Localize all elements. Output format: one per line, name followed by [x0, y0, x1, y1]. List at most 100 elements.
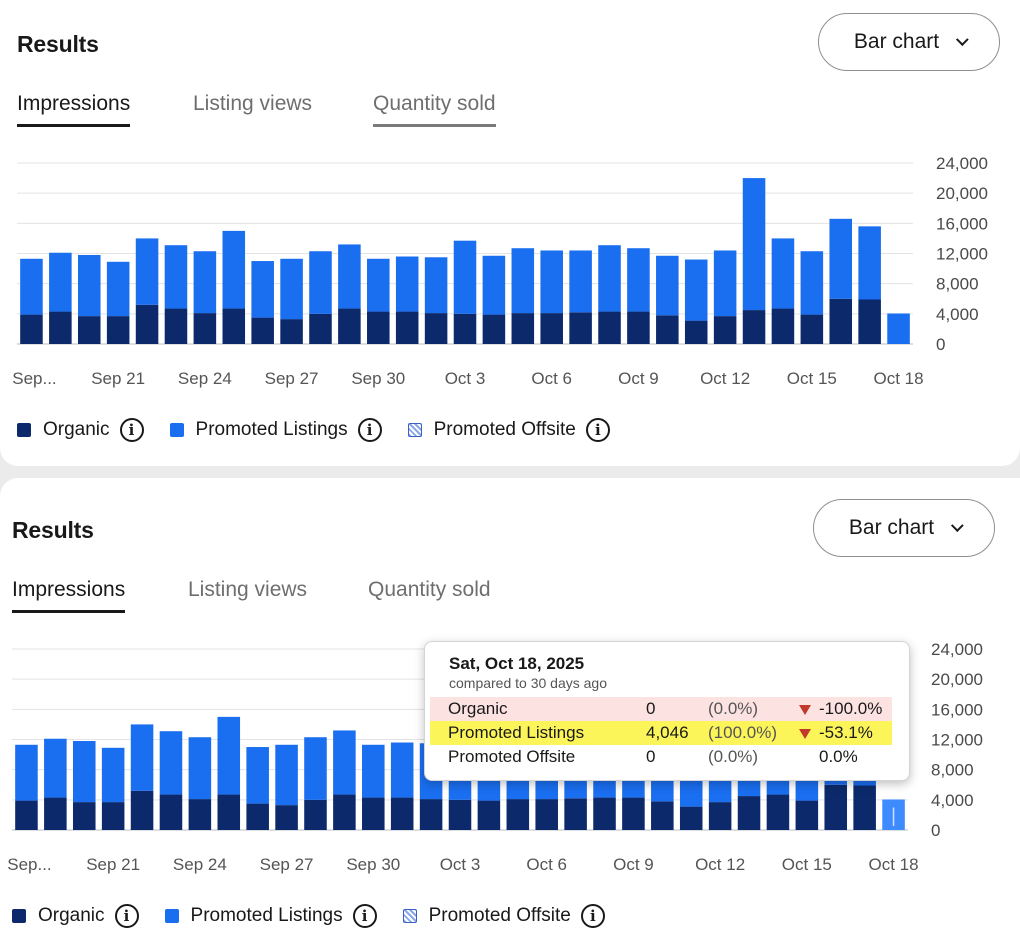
bar-promoted-listings[interactable] [887, 313, 910, 344]
bar-organic[interactable] [275, 805, 298, 830]
bar-promoted-listings[interactable] [15, 744, 38, 801]
bar-organic[interactable] [453, 313, 477, 344]
bar-promoted-listings[interactable] [482, 255, 506, 315]
bar-organic[interactable] [651, 801, 674, 830]
bar-promoted-listings[interactable] [713, 250, 737, 317]
bar-organic[interactable] [482, 314, 506, 344]
tab-quantity-sold[interactable]: Quantity sold [368, 578, 491, 601]
impressions-bar-chart[interactable]: 24,000 20,000 16,000 12,000 8,000 4,000 0 Sep..… [0, 0, 1020, 400]
bar-promoted-listings[interactable] [159, 731, 183, 795]
bar-organic[interactable] [222, 308, 246, 344]
bar-organic[interactable] [15, 800, 38, 830]
bar-organic[interactable] [338, 308, 361, 344]
bar-promoted-listings[interactable] [453, 240, 477, 314]
bar-promoted-listings[interactable] [246, 747, 269, 804]
bar-organic[interactable] [737, 796, 761, 830]
bar-organic[interactable] [853, 785, 876, 830]
bar-promoted-listings[interactable] [362, 744, 385, 798]
bar-organic[interactable] [251, 317, 274, 344]
bar-promoted-listings[interactable] [251, 261, 274, 318]
bar-promoted-listings[interactable] [598, 245, 621, 312]
bar-promoted-listings[interactable] [338, 244, 361, 309]
bar-promoted-listings[interactable] [101, 747, 125, 803]
bar-promoted-listings[interactable] [130, 724, 154, 791]
bar-organic[interactable] [598, 311, 621, 344]
bar-organic[interactable] [656, 315, 679, 344]
bar-promoted-listings[interactable] [627, 248, 650, 312]
bar-promoted-listings[interactable] [800, 251, 824, 315]
bar-promoted-listings[interactable] [309, 251, 332, 314]
bar-organic[interactable] [395, 311, 419, 344]
bar-organic[interactable] [106, 316, 130, 344]
bar-organic[interactable] [217, 794, 241, 830]
bar-promoted-listings[interactable] [72, 741, 96, 803]
bar-organic[interactable] [246, 803, 269, 830]
info-icon[interactable]: i [352, 904, 377, 928]
bar-organic[interactable] [333, 794, 356, 830]
bar-organic[interactable] [424, 313, 448, 344]
bar-organic[interactable] [188, 799, 212, 830]
bar-organic[interactable] [77, 316, 101, 344]
tab-listing-views[interactable]: Listing views [188, 578, 308, 601]
bar-promoted-listings[interactable] [275, 744, 298, 806]
bar-organic[interactable] [800, 314, 824, 344]
bar-organic[interactable] [362, 797, 385, 830]
bar-organic[interactable] [367, 311, 390, 344]
bar-promoted-listings[interactable] [106, 261, 130, 317]
bar-promoted-listings[interactable] [858, 226, 881, 300]
bar-promoted-listings[interactable] [390, 742, 414, 798]
bar-promoted-listings[interactable] [164, 245, 188, 309]
bar-promoted-listings[interactable] [424, 257, 448, 314]
info-icon[interactable]: i [357, 418, 382, 442]
info-icon[interactable]: i [119, 418, 144, 442]
bar-organic[interactable] [771, 308, 795, 344]
chart-type-dropdown[interactable]: Bar chart [813, 499, 995, 557]
bar-organic[interactable] [390, 797, 414, 830]
bar-organic[interactable] [448, 799, 472, 830]
info-icon[interactable]: i [580, 904, 605, 928]
bar-organic[interactable] [280, 319, 303, 344]
bar-organic[interactable] [44, 797, 67, 830]
bar-promoted-listings[interactable] [193, 251, 217, 314]
bar-organic[interactable] [742, 310, 766, 344]
bar-organic[interactable] [766, 794, 790, 830]
bar-organic[interactable] [159, 794, 183, 830]
bar-organic[interactable] [627, 311, 650, 344]
bar-promoted-listings[interactable] [222, 230, 246, 309]
bar-promoted-listings[interactable] [20, 258, 43, 315]
bar-organic[interactable] [713, 316, 737, 344]
bar-organic[interactable] [569, 312, 592, 344]
tab-quantity-sold[interactable]: Quantity sold [373, 92, 496, 127]
bar-promoted-listings[interactable] [395, 256, 419, 312]
bar-promoted-listings[interactable] [511, 248, 535, 314]
bar-organic[interactable] [193, 313, 217, 344]
bar-organic[interactable] [684, 320, 708, 344]
bar-promoted-listings[interactable] [742, 178, 766, 311]
tab-listing-views[interactable]: Listing views [193, 92, 313, 115]
bar-promoted-listings[interactable] [333, 730, 356, 795]
bar-promoted-listings[interactable] [829, 218, 853, 299]
bar-promoted-listings[interactable] [49, 252, 72, 312]
bar-organic[interactable] [622, 797, 645, 830]
bar-organic[interactable] [679, 806, 703, 830]
bar-organic[interactable] [130, 790, 154, 830]
bar-promoted-listings[interactable] [684, 259, 708, 321]
bar-promoted-listings[interactable] [771, 238, 795, 309]
bar-promoted-listings[interactable] [367, 258, 390, 312]
bar-organic[interactable] [511, 313, 535, 344]
bar-organic[interactable] [829, 298, 853, 344]
tab-impressions[interactable]: Impressions [12, 578, 126, 613]
bar-organic[interactable] [708, 802, 732, 830]
bar-organic[interactable] [593, 797, 616, 830]
bar-organic[interactable] [564, 798, 587, 830]
bar-organic[interactable] [535, 799, 558, 830]
bar-organic[interactable] [506, 799, 530, 830]
info-icon[interactable]: i [114, 904, 139, 928]
tab-impressions[interactable]: Impressions [17, 92, 131, 127]
bar-organic[interactable] [824, 784, 848, 830]
bar-organic[interactable] [858, 299, 881, 344]
bar-organic[interactable] [20, 314, 43, 344]
info-icon[interactable]: i [585, 418, 610, 442]
bar-organic[interactable] [164, 308, 188, 344]
bar-promoted-listings[interactable] [280, 258, 303, 320]
